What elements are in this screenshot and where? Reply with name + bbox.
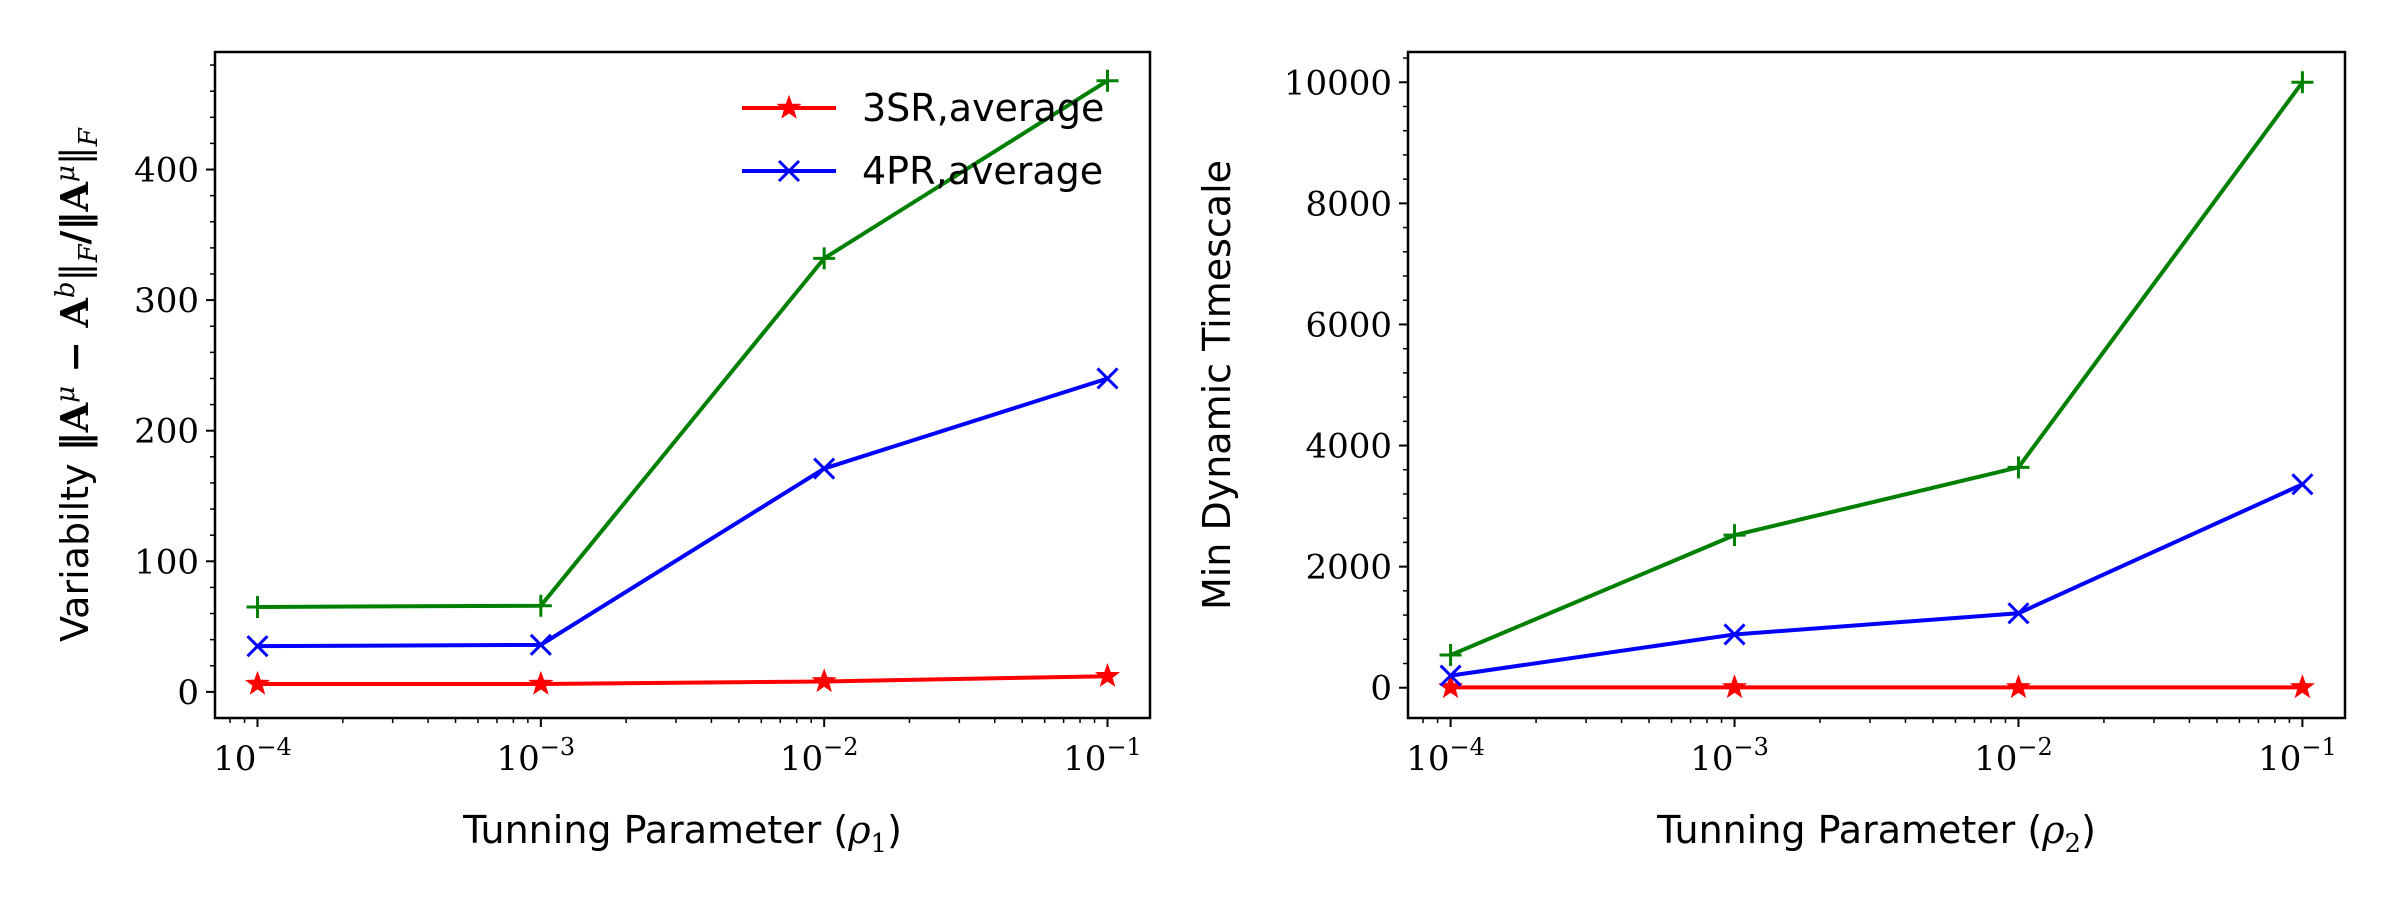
data-point: [2291, 473, 2314, 496]
chart-panel-2: 10−4 10−3 10−2 10−1 0 2000 4000 6000 8000 10000 Tu…: [1195, 50, 2347, 859]
legend-label: 4PR,average: [862, 149, 1103, 193]
data-point: [2007, 456, 2030, 479]
series-1: [1438, 674, 2315, 699]
data-point: [813, 457, 836, 480]
series-1: [244, 662, 1121, 695]
data-point: [1721, 674, 1748, 699]
x-tick-label: 10−3: [497, 733, 576, 779]
series-3: [1439, 71, 2314, 667]
series-line: [257, 376, 1109, 649]
legend: 3SR,average 4PR,average: [742, 86, 1104, 193]
legend-label: 3SR,average: [862, 86, 1104, 130]
data-point: [2005, 674, 2032, 699]
y-tick-label: 0: [177, 673, 199, 713]
x-tick-label: 10−4: [213, 733, 292, 779]
legend-item: 3SR,average: [742, 86, 1104, 130]
data-point: [246, 635, 269, 658]
data-point: [1096, 367, 1119, 390]
x-tick-label: 10−2: [780, 733, 859, 779]
x-tick-label: 10−1: [2258, 733, 2337, 779]
data-point: [1438, 674, 1464, 699]
y-tick-label: 400: [134, 151, 199, 191]
y-tick-label: 6000: [1305, 305, 1392, 345]
x-tick-label: 10−3: [1690, 733, 1769, 779]
y-axis-label: Variabilty ‖Aμ − Ab‖F/‖Aμ‖F: [51, 127, 104, 642]
data-point: [1096, 69, 1119, 92]
y-tick-label: 100: [134, 542, 199, 582]
series-line: [257, 79, 1109, 609]
data-point: [1439, 644, 1462, 667]
data-point: [2007, 602, 2030, 625]
data-point: [528, 670, 554, 695]
data-point: [2291, 71, 2314, 94]
x-axis-label: Tunning Parameter (ρ2): [1656, 808, 2096, 859]
data-point: [811, 668, 837, 693]
legend-item: 4PR,average: [742, 149, 1103, 193]
series-3: [246, 69, 1119, 618]
y-tick-label: 300: [134, 281, 199, 321]
legend-marker: [776, 94, 802, 119]
series-line: [1449, 81, 2305, 657]
data-point: [1723, 623, 1746, 646]
plot-frame: [213, 50, 1152, 720]
legend-marker: [777, 159, 801, 183]
data-point: [1439, 664, 1462, 687]
data-point: [1723, 524, 1746, 547]
series-line: [1450, 482, 2304, 678]
x-tick-label: 10−1: [1063, 733, 1142, 779]
x-axis-label: Tunning Parameter (ρ1): [462, 808, 902, 859]
y-tick-label: 0: [1370, 669, 1392, 709]
series-2: [1439, 473, 2314, 687]
y-tick-label: 4000: [1305, 427, 1392, 467]
y-tick-label: 8000: [1305, 184, 1392, 224]
series-line: [257, 674, 1108, 687]
x-tick-label: 10−4: [1406, 733, 1485, 779]
y-tick-label: 2000: [1305, 548, 1392, 588]
chart-panel-1: 10−4 10−3 10−2 10−1 0 100 200 300 400 Tunning Par…: [51, 50, 1152, 859]
data-point: [244, 670, 271, 695]
x-tick-label: 10−2: [1974, 733, 2053, 779]
y-tick-label: 200: [134, 412, 199, 452]
y-tick-label: 10000: [1284, 63, 1392, 103]
series-2: [246, 367, 1119, 658]
data-point: [246, 596, 269, 618]
data-point: [529, 633, 552, 656]
plot-frame: [1406, 50, 2347, 720]
data-point: [2289, 674, 2315, 699]
data-point: [529, 594, 552, 617]
data-point: [813, 247, 836, 270]
y-axis-label: Min Dynamic Timescale: [1195, 160, 1239, 610]
data-point: [1094, 662, 1121, 687]
